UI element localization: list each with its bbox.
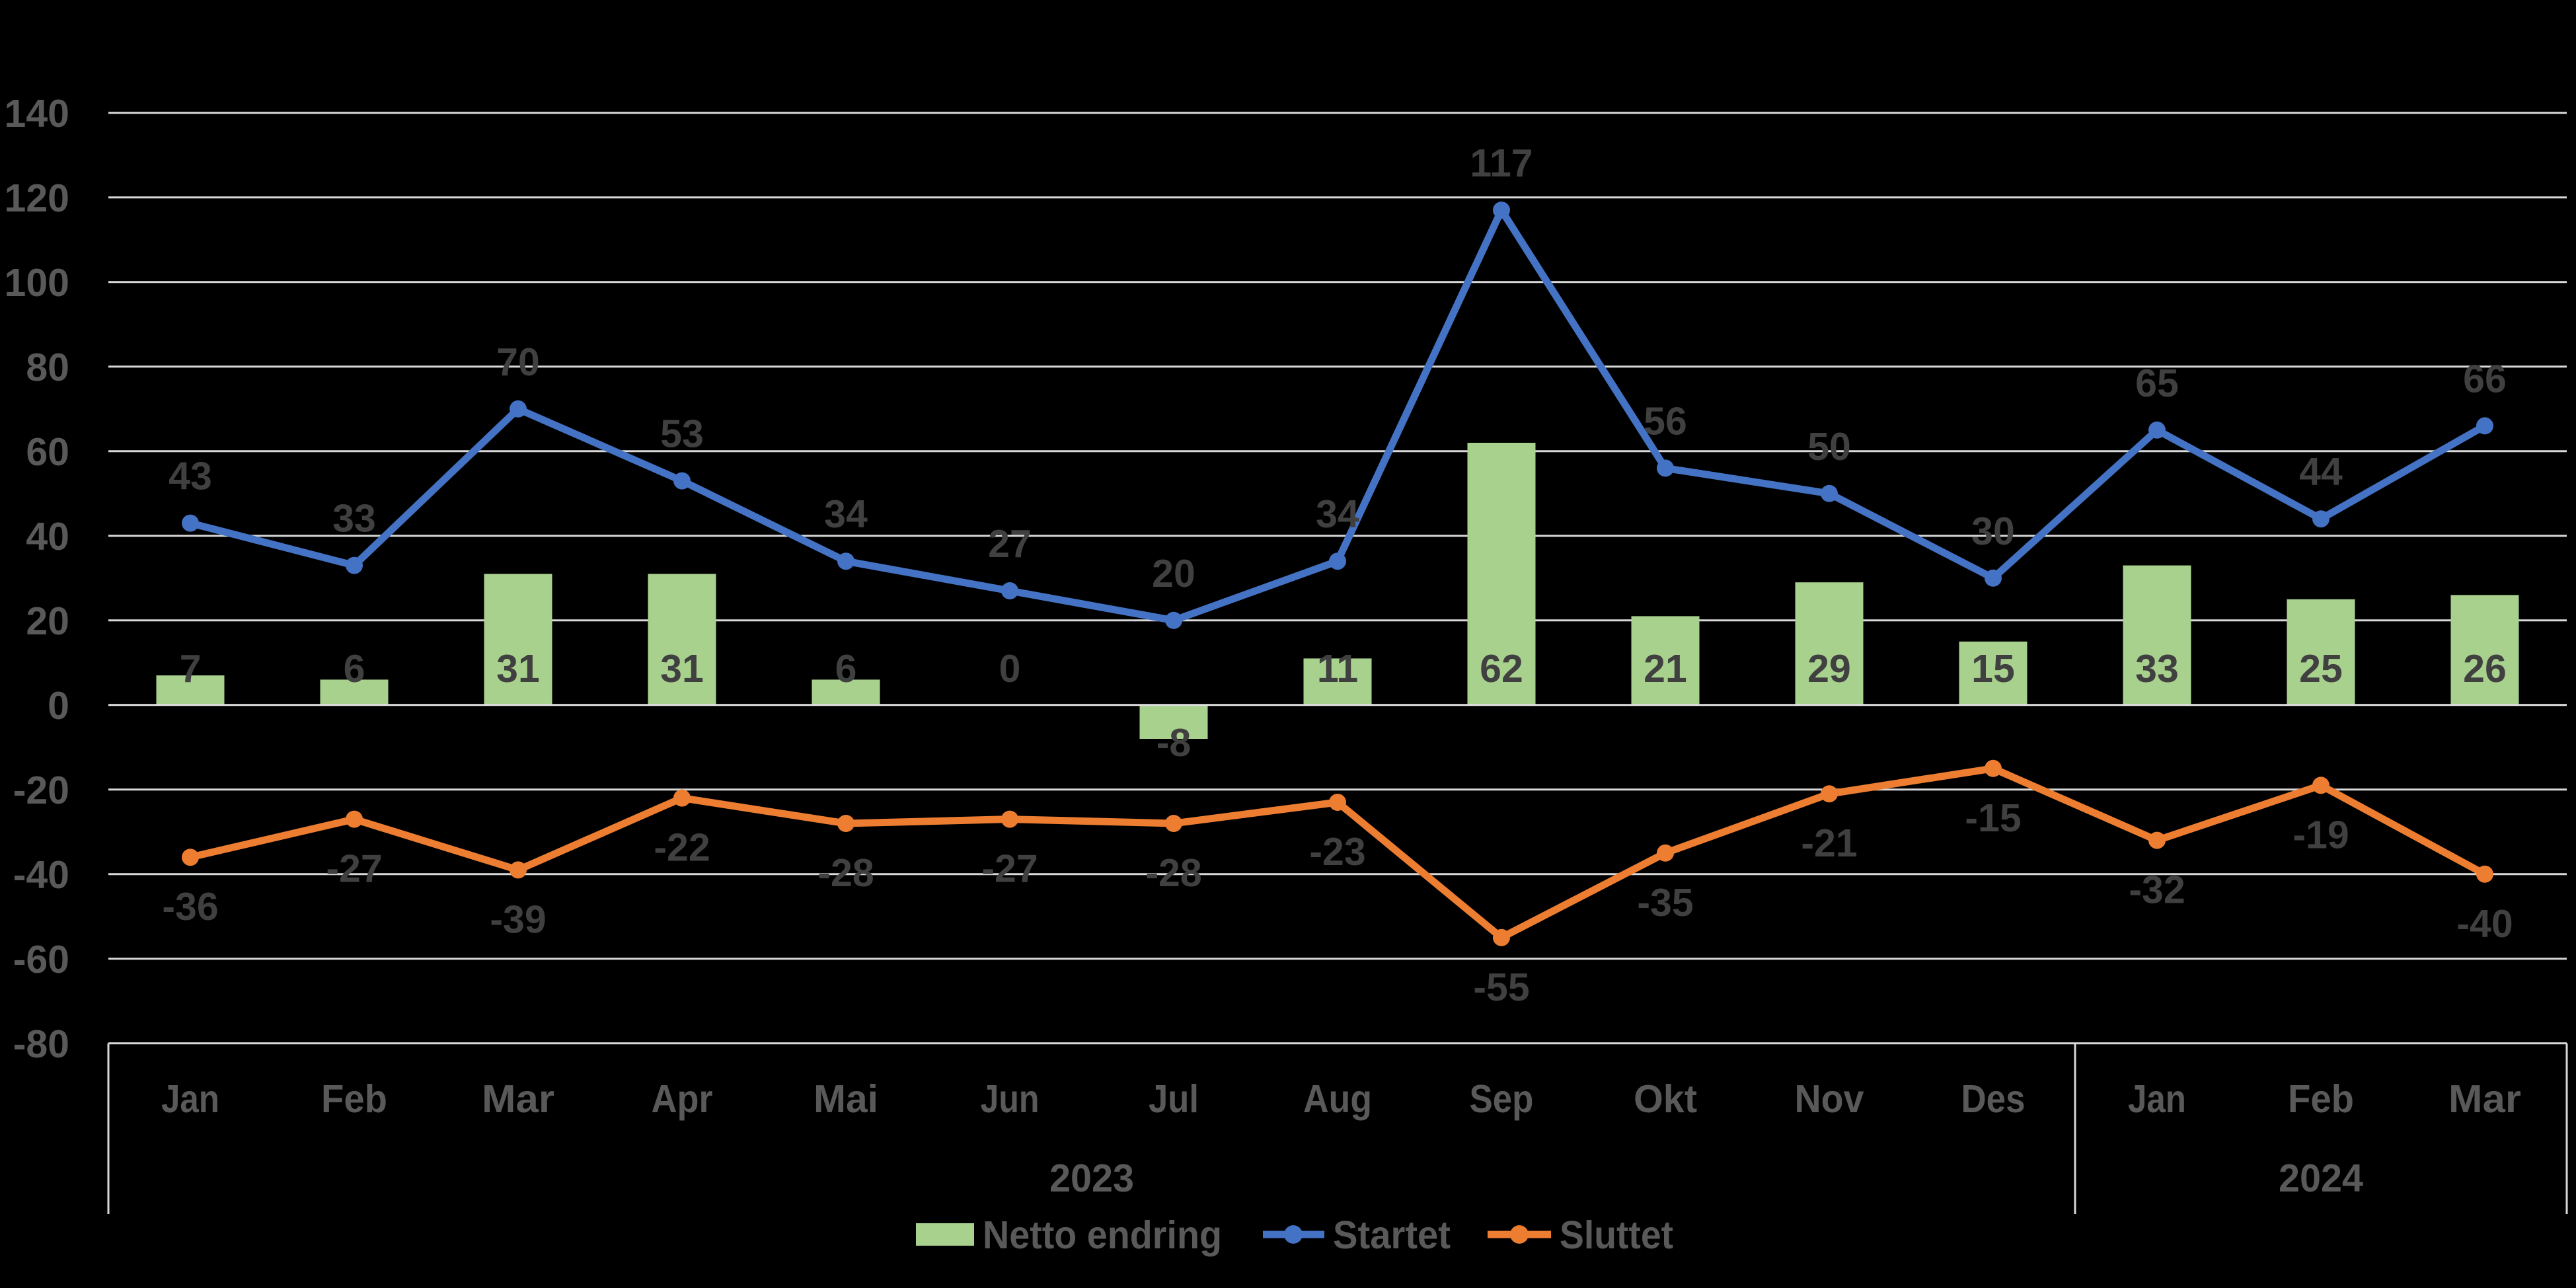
svg-text:-20: -20	[13, 769, 69, 812]
svg-text:Jun: Jun	[981, 1077, 1040, 1121]
svg-text:Jan: Jan	[161, 1077, 219, 1121]
svg-text:Feb: Feb	[2288, 1077, 2354, 1121]
svg-text:40: 40	[26, 515, 69, 558]
svg-text:11: 11	[1317, 647, 1358, 691]
svg-text:-39: -39	[490, 897, 546, 941]
svg-text:44: 44	[2299, 450, 2343, 494]
svg-text:-27: -27	[326, 847, 382, 891]
svg-text:-55: -55	[1473, 966, 1529, 1009]
svg-text:-36: -36	[162, 885, 218, 928]
svg-text:Netto endring: Netto endring	[983, 1213, 1222, 1257]
svg-text:Mar: Mar	[2448, 1077, 2521, 1121]
svg-text:50: 50	[1807, 425, 1851, 469]
svg-text:-32: -32	[2129, 868, 2185, 912]
svg-text:60: 60	[26, 430, 69, 474]
svg-text:-40: -40	[13, 853, 69, 897]
svg-text:80: 80	[26, 346, 69, 389]
svg-text:120: 120	[5, 176, 69, 220]
svg-text:-40: -40	[2456, 902, 2513, 946]
svg-text:34: 34	[824, 492, 868, 536]
svg-text:31: 31	[660, 647, 704, 691]
svg-text:-28: -28	[1145, 851, 1201, 895]
svg-text:Aug: Aug	[1303, 1077, 1372, 1121]
svg-text:117: 117	[1470, 141, 1533, 185]
svg-text:Apr: Apr	[652, 1077, 713, 1121]
svg-text:62: 62	[1480, 647, 1523, 691]
svg-text:-23: -23	[1309, 830, 1365, 874]
svg-text:100: 100	[5, 261, 69, 305]
svg-text:-35: -35	[1637, 881, 1693, 925]
svg-text:-28: -28	[817, 851, 874, 895]
svg-text:Nov: Nov	[1795, 1077, 1864, 1121]
svg-text:6: 6	[344, 647, 365, 691]
svg-text:Feb: Feb	[321, 1077, 387, 1121]
svg-text:-19: -19	[2292, 813, 2349, 856]
svg-text:34: 34	[1316, 492, 1359, 536]
svg-text:43: 43	[169, 455, 212, 498]
svg-text:65: 65	[2135, 361, 2179, 405]
svg-text:Startet: Startet	[1333, 1213, 1451, 1257]
svg-text:0: 0	[999, 647, 1021, 691]
svg-text:Jan: Jan	[2128, 1077, 2186, 1121]
svg-text:26: 26	[2463, 647, 2507, 691]
svg-text:Jul: Jul	[1149, 1077, 1199, 1121]
svg-text:20: 20	[1152, 552, 1195, 595]
svg-text:-80: -80	[13, 1022, 69, 1066]
svg-text:Mai: Mai	[814, 1077, 878, 1121]
svg-text:-8: -8	[1156, 721, 1191, 765]
svg-text:Okt: Okt	[1634, 1077, 1697, 1121]
svg-text:2023: 2023	[1049, 1156, 1134, 1200]
svg-text:Sluttet: Sluttet	[1560, 1213, 1673, 1257]
svg-text:0: 0	[48, 684, 69, 728]
svg-text:-60: -60	[13, 938, 69, 981]
svg-text:7: 7	[180, 647, 202, 691]
svg-text:-15: -15	[1965, 796, 2021, 840]
svg-text:140: 140	[5, 92, 69, 135]
svg-text:25: 25	[2299, 647, 2343, 691]
svg-text:66: 66	[2463, 357, 2507, 400]
svg-text:27: 27	[988, 522, 1032, 566]
svg-text:53: 53	[660, 412, 704, 456]
svg-text:6: 6	[835, 647, 857, 691]
svg-text:-27: -27	[981, 847, 1038, 891]
svg-text:20: 20	[26, 599, 69, 643]
svg-text:56: 56	[1644, 399, 1687, 443]
svg-text:30: 30	[1971, 510, 2015, 553]
svg-text:31: 31	[496, 647, 540, 691]
svg-text:Sep: Sep	[1470, 1077, 1534, 1121]
svg-text:70: 70	[496, 340, 540, 384]
svg-text:2024: 2024	[2279, 1156, 2363, 1200]
svg-text:-22: -22	[654, 826, 710, 870]
svg-text:33: 33	[2135, 647, 2179, 691]
svg-text:-21: -21	[1801, 821, 1857, 865]
svg-text:15: 15	[1971, 647, 2015, 691]
svg-text:29: 29	[1807, 647, 1851, 691]
svg-text:21: 21	[1644, 647, 1687, 691]
svg-text:Des: Des	[1961, 1077, 2026, 1121]
svg-text:33: 33	[332, 497, 376, 541]
svg-text:Mar: Mar	[482, 1077, 554, 1121]
